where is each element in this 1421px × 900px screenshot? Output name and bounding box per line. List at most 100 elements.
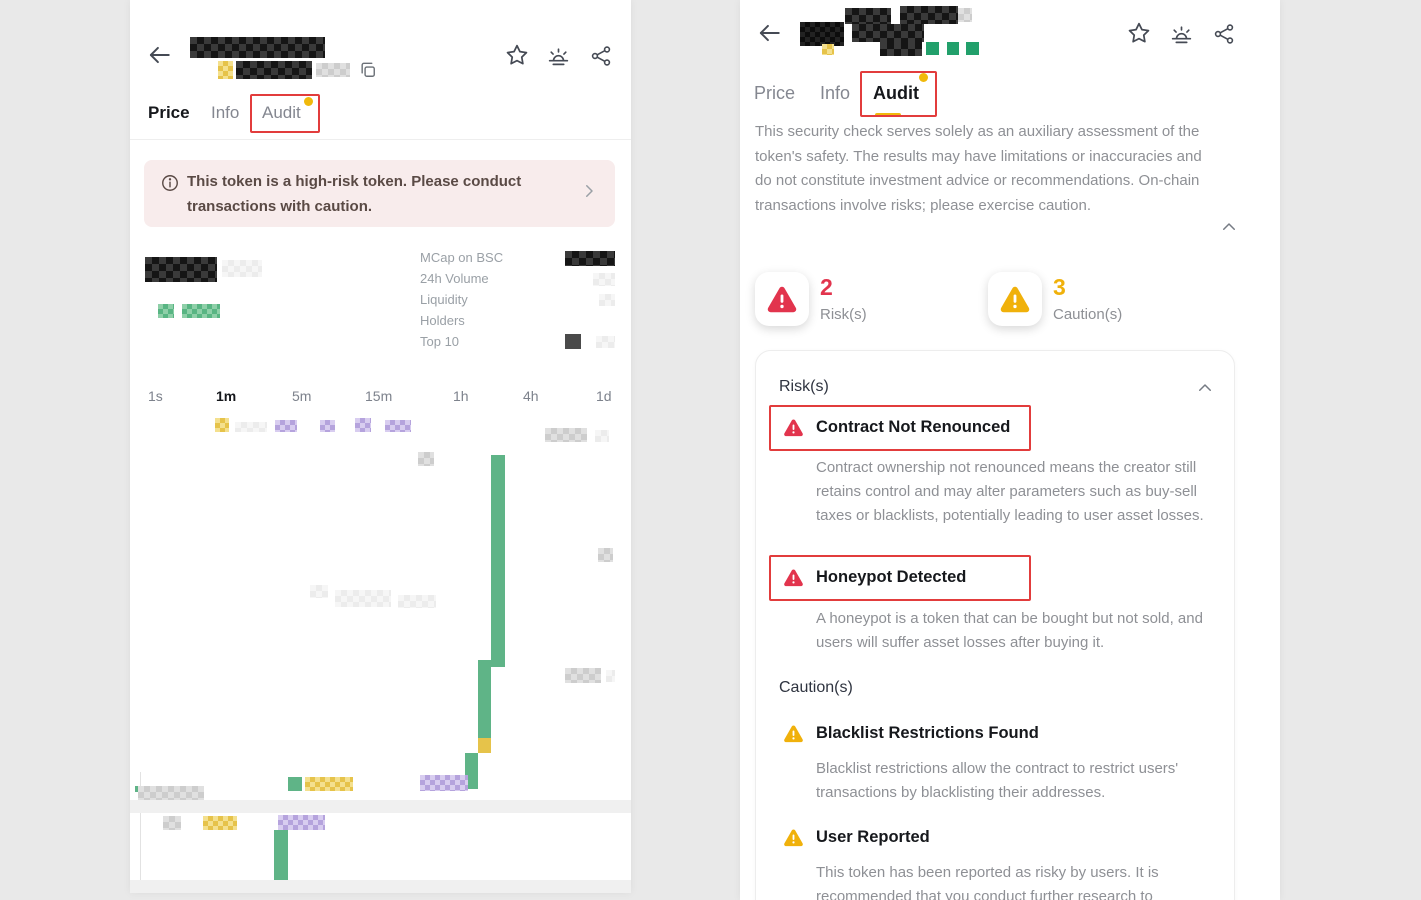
- divider: [130, 139, 631, 140]
- timeframe-5m[interactable]: 5m: [292, 388, 312, 404]
- stat-label-top10: Top 10: [420, 334, 460, 349]
- chart-band: [130, 800, 631, 813]
- price-alert-icon[interactable]: [1169, 21, 1194, 46]
- risk-item-description: Contract ownership not renounced means t…: [816, 459, 1204, 524]
- high-risk-banner[interactable]: This token is a high-risk token. Please …: [144, 160, 615, 227]
- audit-disclaimer: This security check serves solely as an …: [755, 123, 1202, 214]
- stat-label-mcap: MCap on BSC: [420, 250, 504, 265]
- audit-notification-dot: [304, 97, 313, 106]
- risk-count-label: Risk(s): [820, 306, 867, 323]
- tab-audit[interactable]: Audit: [873, 83, 919, 103]
- caution-count: 3: [1053, 274, 1066, 300]
- cautions-section-title: Caution(s): [779, 679, 853, 696]
- timeframe-1m[interactable]: 1m: [216, 388, 237, 404]
- risk-count: 2: [820, 274, 833, 300]
- risk-item-title: Honeypot Detected: [816, 568, 967, 586]
- caution-item-description: This token has been reported as risky by…: [816, 864, 1159, 900]
- redacted-stat-value: [565, 251, 615, 266]
- candle-yellow: [478, 738, 491, 753]
- candle-green: [274, 830, 288, 890]
- redacted-change: [158, 304, 174, 318]
- redacted-stat-value: [599, 294, 615, 306]
- timeframe-4h[interactable]: 4h: [523, 388, 539, 404]
- redacted-token-name: [845, 8, 891, 24]
- candlestick-chart[interactable]: [130, 412, 631, 893]
- warning-triangle-icon: [783, 417, 804, 438]
- redacted-block: [385, 420, 411, 432]
- warning-triangle-icon: [783, 827, 804, 848]
- redacted-block: [138, 786, 204, 800]
- redacted-block: [320, 420, 335, 432]
- star-icon[interactable]: [504, 42, 530, 68]
- audit-tab-highlight-box: [250, 94, 320, 133]
- share-icon[interactable]: [589, 44, 613, 68]
- chart-axis-line: [140, 772, 141, 892]
- back-arrow-icon[interactable]: [756, 20, 782, 46]
- audit-notification-dot: [919, 73, 928, 82]
- risk-item-highlight-box: [769, 555, 1031, 601]
- banner-text: This token is a high-risk token. Please …: [187, 173, 522, 215]
- redacted-block: [398, 595, 436, 608]
- star-icon[interactable]: [1126, 20, 1152, 46]
- redacted-block: [880, 42, 922, 56]
- redacted-block: [606, 670, 615, 682]
- tab-info[interactable]: Info: [820, 83, 851, 103]
- redacted-block: [310, 585, 328, 598]
- chevron-right-icon: [580, 182, 598, 200]
- redacted-block: [852, 24, 924, 42]
- stat-label-liquidity: Liquidity: [420, 292, 468, 307]
- right-screenshot-panel: Price Info Audit This security check ser…: [740, 0, 1280, 900]
- chevron-up-icon[interactable]: [1220, 218, 1238, 236]
- audit-detail-card: Risk(s) Contract Not Renounced Contract …: [755, 350, 1235, 900]
- timeframe-1s[interactable]: 1s: [148, 388, 163, 404]
- tab-price[interactable]: Price: [148, 103, 190, 122]
- chevron-up-icon[interactable]: [1196, 379, 1214, 397]
- redacted-block: [203, 816, 237, 830]
- timeframe-15m[interactable]: 15m: [365, 388, 393, 404]
- tab-price[interactable]: Price: [754, 83, 796, 103]
- candle-green: [288, 777, 302, 791]
- redacted-block: [236, 61, 312, 79]
- redacted-block: [305, 777, 353, 791]
- risk-summary-icon-card: [755, 272, 809, 326]
- redacted-block: [355, 418, 371, 432]
- caution-item-title: Blacklist Restrictions Found: [816, 724, 1039, 742]
- caution-item-description: Blacklist restrictions allow the contrac…: [816, 760, 1179, 801]
- redacted-block: [418, 452, 434, 466]
- candle-green: [491, 455, 505, 667]
- warning-triangle-icon: [783, 567, 804, 588]
- caution-summary-icon-card: [988, 272, 1042, 326]
- timeframe-1h[interactable]: 1h: [453, 388, 469, 404]
- left-screenshot-panel: Price Info Audit This token is a high-ri…: [130, 0, 631, 893]
- audit-tab-highlight-box: [860, 71, 937, 117]
- price-alert-icon[interactable]: [546, 43, 571, 68]
- redacted-stat-value: [593, 273, 615, 286]
- risk-item-highlight-box: [769, 405, 1031, 451]
- candle-green: [465, 753, 478, 789]
- redacted-block: [163, 816, 181, 830]
- risk-item-description: A honeypot is a token that can be bought…: [816, 610, 1203, 651]
- copy-icon[interactable]: [358, 60, 378, 80]
- redacted-block: [900, 6, 958, 24]
- tab-info[interactable]: Info: [211, 103, 240, 122]
- warning-triangle-icon: [783, 723, 804, 744]
- redacted-block: [595, 430, 609, 442]
- redacted-block: [218, 61, 233, 79]
- back-arrow-icon[interactable]: [146, 42, 172, 68]
- timeframe-1d[interactable]: 1d: [596, 388, 612, 404]
- tab-audit[interactable]: Audit: [262, 103, 301, 122]
- share-icon[interactable]: [1212, 22, 1236, 46]
- risk-item-title: Contract Not Renounced: [816, 418, 1011, 436]
- redacted-block: [215, 418, 229, 432]
- redacted-stat-value: [596, 336, 615, 348]
- risks-section-title: Risk(s): [779, 378, 829, 395]
- redacted-tag-green: [947, 42, 959, 55]
- redacted-tag-green: [926, 42, 939, 55]
- redacted-price: [145, 257, 217, 282]
- caution-item-title: User Reported: [816, 828, 930, 846]
- warning-triangle-icon: [999, 283, 1031, 315]
- redacted-block: [545, 428, 587, 442]
- info-icon: [160, 173, 180, 193]
- chart-band: [130, 880, 631, 893]
